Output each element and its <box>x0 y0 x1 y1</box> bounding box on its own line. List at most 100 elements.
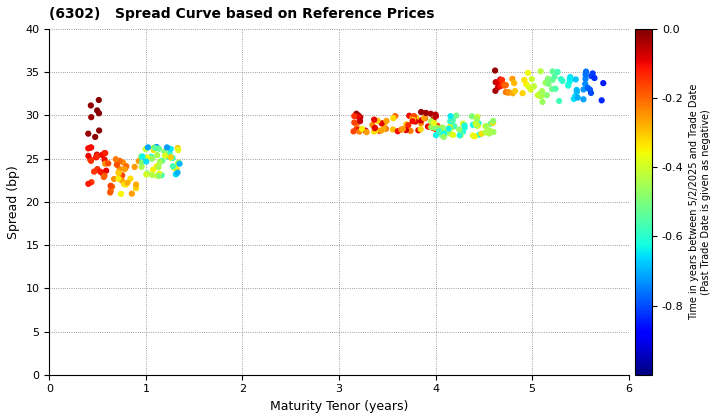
Point <box>408 113 420 119</box>
Point <box>528 83 540 89</box>
Point <box>164 150 176 157</box>
Point <box>137 153 148 160</box>
Point <box>153 171 165 177</box>
Point <box>100 167 112 174</box>
Point <box>580 68 592 75</box>
Point <box>172 160 184 167</box>
Point <box>415 126 426 133</box>
Point <box>120 163 132 170</box>
Point <box>99 150 110 157</box>
Point <box>379 120 390 126</box>
Point <box>108 176 120 182</box>
Point <box>550 85 562 92</box>
Point <box>137 157 148 163</box>
Point <box>397 126 409 132</box>
Text: (6302)   Spread Curve based on Reference Prices: (6302) Spread Curve based on Reference P… <box>50 7 435 21</box>
Point <box>351 126 362 133</box>
Point <box>425 110 436 117</box>
Point <box>485 120 497 127</box>
Point <box>168 164 180 171</box>
Point <box>509 88 521 94</box>
Point <box>86 179 97 186</box>
Point <box>496 76 508 83</box>
Point <box>490 67 501 74</box>
Point <box>165 154 176 160</box>
Point <box>459 122 470 129</box>
Point <box>418 115 430 121</box>
Point <box>536 92 548 99</box>
Point <box>535 68 546 75</box>
Point <box>546 86 558 92</box>
Point <box>585 89 597 96</box>
Point <box>429 124 441 131</box>
Point <box>584 87 595 93</box>
Point <box>94 168 106 175</box>
Point <box>467 121 479 128</box>
Point <box>380 126 392 132</box>
Point <box>582 84 594 91</box>
Point <box>351 110 362 117</box>
Point <box>521 81 532 88</box>
Point <box>508 80 520 87</box>
Point <box>96 170 108 176</box>
Point <box>444 118 456 125</box>
Point <box>570 93 581 100</box>
Point <box>498 81 509 88</box>
Point <box>120 181 132 187</box>
Point <box>111 161 122 168</box>
Point <box>93 97 104 103</box>
Point <box>145 153 157 160</box>
Point <box>153 173 165 179</box>
Point <box>413 127 424 134</box>
Point <box>114 165 125 172</box>
Point <box>120 165 131 171</box>
Point <box>517 90 528 97</box>
Point <box>90 154 102 161</box>
Point <box>348 113 360 119</box>
Point <box>353 114 364 121</box>
Point <box>84 144 96 151</box>
Point <box>348 119 360 126</box>
Point <box>351 121 362 128</box>
Point <box>99 172 110 179</box>
Point <box>589 75 600 81</box>
Point <box>459 124 470 131</box>
Point <box>167 155 179 161</box>
Point <box>83 145 94 152</box>
Point <box>562 82 574 89</box>
Point <box>105 187 117 194</box>
Point <box>140 146 151 152</box>
Point <box>441 129 453 136</box>
Point <box>165 146 176 152</box>
Point <box>498 82 510 89</box>
Point <box>99 156 110 163</box>
Point <box>541 92 552 99</box>
Point <box>568 96 580 102</box>
Point <box>116 177 127 184</box>
Point <box>104 189 116 196</box>
Point <box>449 123 460 129</box>
Point <box>91 107 103 114</box>
Point <box>564 77 576 84</box>
Point <box>86 114 97 121</box>
Point <box>407 118 418 125</box>
Point <box>118 181 130 187</box>
Point <box>422 123 433 130</box>
Point <box>157 158 168 164</box>
X-axis label: Maturity Tenor (years): Maturity Tenor (years) <box>270 400 408 413</box>
Point <box>354 118 366 125</box>
Point <box>122 179 133 186</box>
Point <box>476 131 487 137</box>
Point <box>154 159 166 165</box>
Point <box>540 79 552 86</box>
Point <box>369 126 380 132</box>
Point <box>159 152 171 159</box>
Point <box>423 123 435 130</box>
Point <box>522 69 534 76</box>
Point <box>107 184 118 190</box>
Point <box>428 125 439 131</box>
Point <box>431 132 442 139</box>
Point <box>467 113 478 120</box>
Point <box>361 129 372 136</box>
Point <box>150 144 162 150</box>
